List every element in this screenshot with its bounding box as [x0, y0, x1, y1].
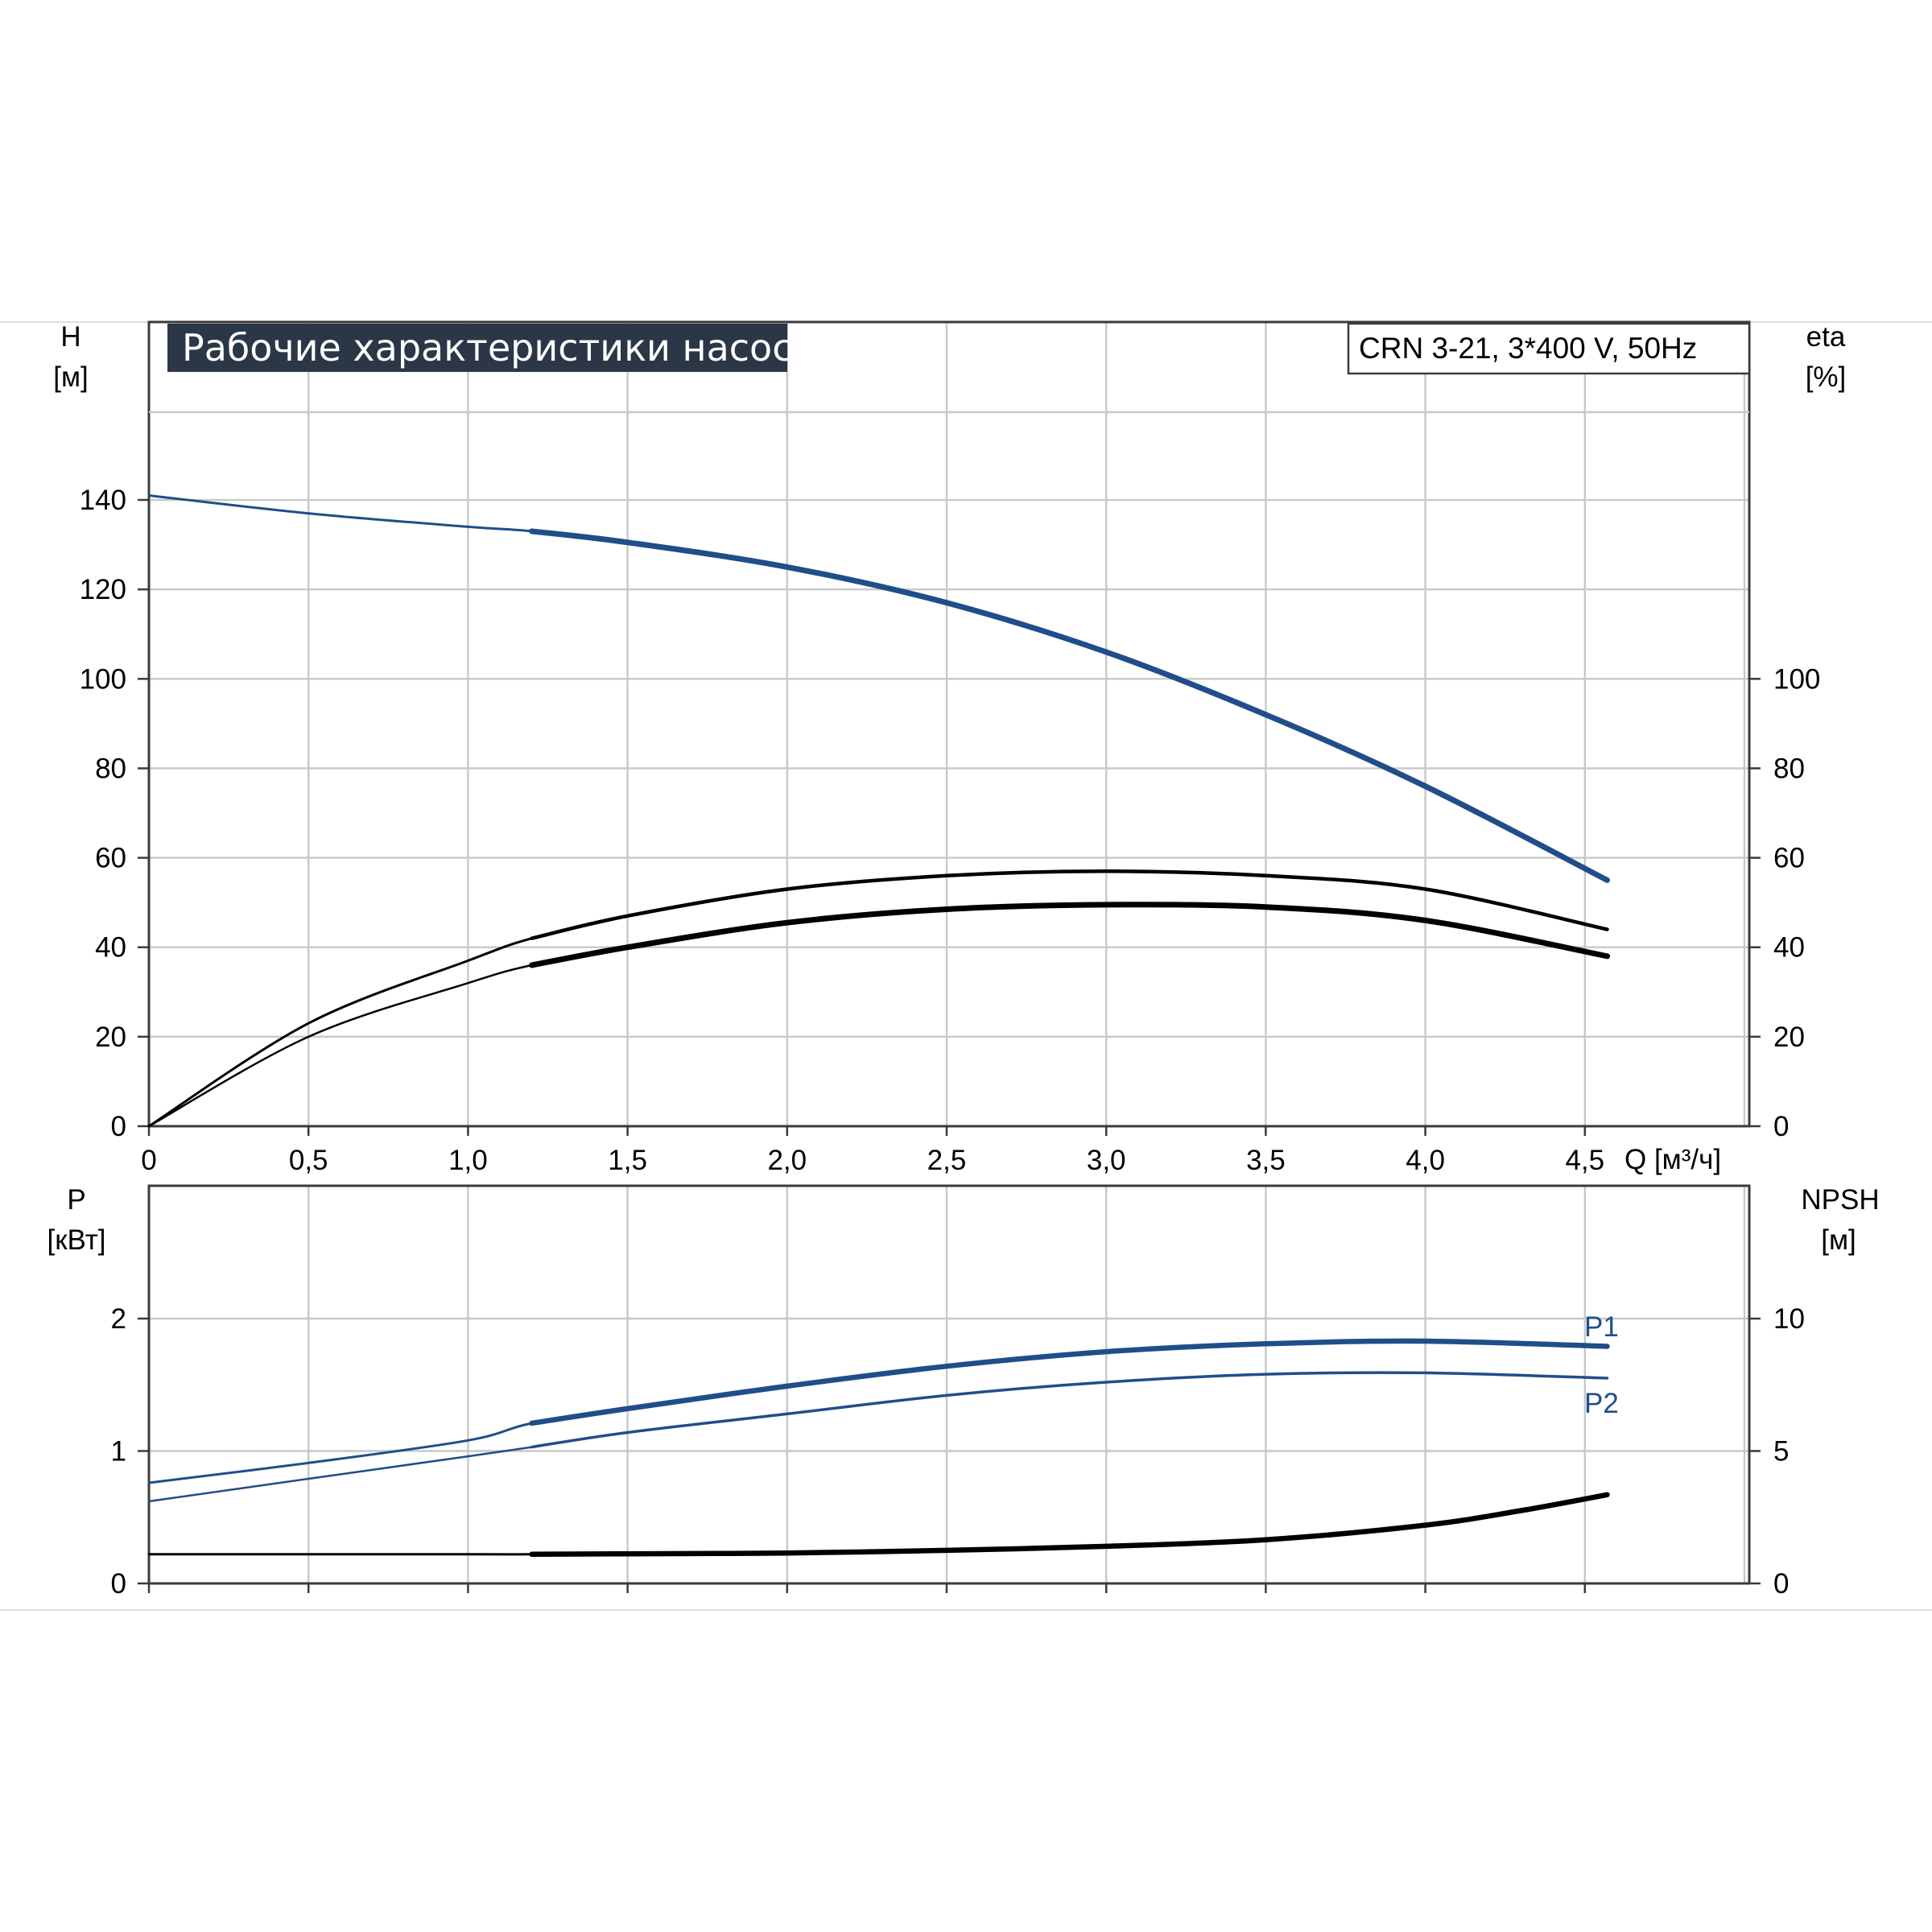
- lower-grid: [149, 1186, 1749, 1583]
- chart-title: Рабочие характеристики насоса: [182, 326, 815, 369]
- p-axis-label: P: [67, 1184, 85, 1216]
- upper-grid: [149, 322, 1749, 1126]
- p-tick-label: 1: [111, 1436, 126, 1468]
- x-tick-label: 1,5: [608, 1145, 647, 1176]
- p1-curve-label: P1: [1584, 1311, 1619, 1343]
- h-tick-label: 140: [80, 485, 126, 516]
- npsh-axis-label: NPSH: [1801, 1184, 1879, 1216]
- h-tick-label: 120: [80, 574, 126, 605]
- upper-plot-frame: [147, 320, 1751, 1128]
- eta-tick-label: 20: [1773, 1022, 1805, 1053]
- h-tick-label: 60: [95, 843, 126, 874]
- p2-curve-line-operating: [530, 1371, 1609, 1449]
- h-axis-label: H: [60, 321, 80, 353]
- npsh-tick-label: 10: [1773, 1303, 1805, 1335]
- eta-tick-label: 40: [1773, 932, 1805, 964]
- model-label: CRN 3-21, 3*400 V, 50Hz: [1359, 332, 1697, 365]
- p2-curve-line-thin: [147, 1371, 1608, 1503]
- npsh-tick-label: 0: [1773, 1568, 1789, 1600]
- h-tick-label: 100: [80, 663, 126, 695]
- x-tick-label: 2,0: [767, 1145, 807, 1176]
- h-axis-unit: [м]: [53, 361, 89, 393]
- eta-axis-label: eta: [1806, 321, 1846, 353]
- eta-pump-curve-line-operating: [529, 902, 1610, 968]
- npsh-axis-unit: [м]: [1821, 1224, 1856, 1256]
- x-tick-label: 3,5: [1246, 1145, 1286, 1176]
- eta-total-curve-line-operating: [530, 869, 1609, 940]
- x-tick-label: 4,5: [1565, 1145, 1604, 1176]
- q-axis-label: Q [м³/ч]: [1624, 1144, 1721, 1175]
- lower-ticks: 0 1 2 0 5 10: [111, 1303, 1805, 1600]
- h-tick-label: 40: [95, 932, 126, 964]
- upper-ticks: 0 0,5 1,0 1,5 2,0 2,5 3,0 3,5 4,0 4,5 0 20 40 60 80 100…: [80, 485, 1821, 1176]
- p-tick-label: 2: [111, 1303, 126, 1335]
- curves: [147, 493, 1610, 1558]
- h-curve-line-operating: [529, 528, 1610, 883]
- npsh-curve-line-operating: [529, 1492, 1610, 1558]
- x-tick-label: 3,0: [1087, 1145, 1126, 1176]
- p2-curve-label: P2: [1584, 1388, 1619, 1419]
- title-banner: [167, 324, 787, 372]
- eta-tick-label: 80: [1773, 753, 1805, 784]
- eta-tick-label: 60: [1773, 843, 1805, 874]
- h-tick-label: 80: [95, 753, 126, 784]
- npsh-curve-line-thin: [147, 1493, 1608, 1556]
- x-tick-label: 0: [141, 1145, 156, 1176]
- model-box: [1347, 322, 1751, 375]
- h-curve-line-thin: [147, 493, 1608, 881]
- x-tick-label: 4,0: [1406, 1145, 1445, 1176]
- eta-axis-unit: [%]: [1806, 361, 1847, 393]
- eta-tick-label: 0: [1773, 1111, 1789, 1142]
- p-tick-label: 0: [111, 1568, 126, 1600]
- h-tick-label: 0: [111, 1111, 126, 1142]
- p1-curve-line-operating: [529, 1338, 1610, 1426]
- npsh-tick-label: 5: [1773, 1436, 1789, 1468]
- lower-plot-frame: [147, 1184, 1751, 1585]
- eta-pump-curve-line-thin: [147, 903, 1608, 1128]
- p-axis-unit: [кВт]: [47, 1224, 106, 1256]
- x-tick-label: 1,0: [448, 1145, 488, 1176]
- x-tick-label: 2,5: [927, 1145, 967, 1176]
- eta-tick-label: 100: [1773, 663, 1820, 695]
- p1-curve-line-thin: [147, 1340, 1608, 1484]
- eta-total-curve-line-thin: [147, 869, 1608, 1128]
- h-tick-label: 20: [95, 1022, 126, 1053]
- x-tick-label: 0,5: [289, 1145, 328, 1176]
